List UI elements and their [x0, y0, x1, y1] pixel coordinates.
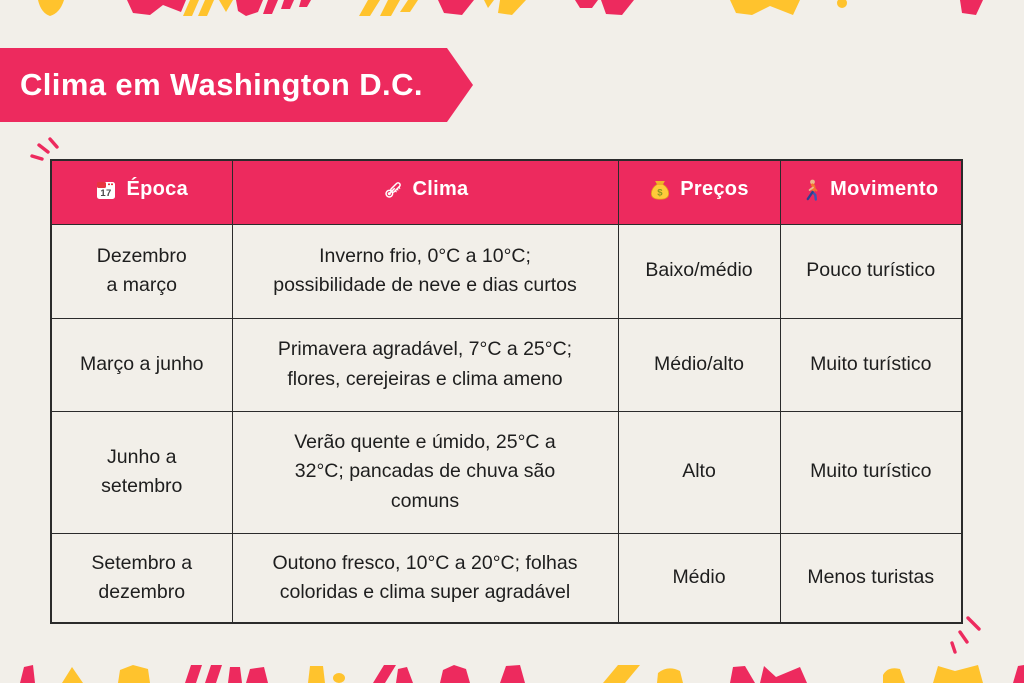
column-header-movimento: Movimento — [779, 159, 963, 225]
movimento-cell: Pouco turístico — [779, 223, 963, 319]
movimento-cell: Muito turístico — [779, 317, 963, 412]
table-row: Setembro a dezembro Outono fresco, 10°C … — [50, 532, 963, 624]
climate-table: 17 Época — [50, 159, 963, 624]
table-row: Dezembro a março Inverno frio, 0°C a 10°… — [50, 223, 963, 319]
bottom-decor-shapes — [20, 665, 1024, 683]
table-row: Março a junho Primavera agradável, 7°C a… — [50, 317, 963, 412]
column-header-label: Época — [126, 178, 189, 200]
top-decor-shapes — [38, 0, 983, 16]
epoca-cell: Março a junho — [50, 317, 233, 412]
column-header-precos: $ Preços — [617, 159, 781, 225]
movimento-cell: Menos turistas — [779, 532, 963, 624]
title-banner: Clima em Washington D.C. — [0, 48, 473, 122]
header-row: 17 Época — [50, 159, 963, 225]
svg-text:$: $ — [657, 187, 663, 198]
precos-cell: Alto — [617, 410, 781, 534]
table-row: Junho a setembro Verão quente e úmido, 2… — [50, 410, 963, 534]
page-title: Clima em Washington D.C. — [20, 67, 423, 102]
column-header-clima: Clima — [231, 159, 619, 225]
column-header-label: Clima — [412, 178, 469, 200]
column-header-label: Preços — [680, 178, 749, 200]
clima-cell: Primavera agradável, 7°C a 25°C; flores,… — [231, 317, 619, 412]
clima-cell: Inverno frio, 0°C a 10°C; possibilidade … — [231, 223, 619, 319]
precos-cell: Médio/alto — [617, 317, 781, 412]
clima-cell: Outono fresco, 10°C a 20°C; folhas color… — [231, 532, 619, 624]
precos-cell: Baixo/médio — [617, 223, 781, 319]
money-bag-icon: $ — [649, 179, 671, 201]
column-header-label: Movimento — [830, 178, 939, 200]
movimento-cell: Muito turístico — [779, 410, 963, 534]
epoca-cell: Dezembro a março — [50, 223, 233, 319]
epoca-cell: Setembro a dezembro — [50, 532, 233, 624]
walking-person-icon — [803, 179, 821, 201]
epoca-cell: Junho a setembro — [50, 410, 233, 534]
column-header-epoca: 17 Época — [50, 159, 233, 225]
thermometer-icon — [382, 179, 404, 201]
svg-text:17: 17 — [101, 188, 112, 199]
precos-cell: Médio — [617, 532, 781, 624]
calendar-icon: 17 — [95, 179, 117, 201]
clima-cell: Verão quente e úmido, 25°C a 32°C; panca… — [231, 410, 619, 534]
